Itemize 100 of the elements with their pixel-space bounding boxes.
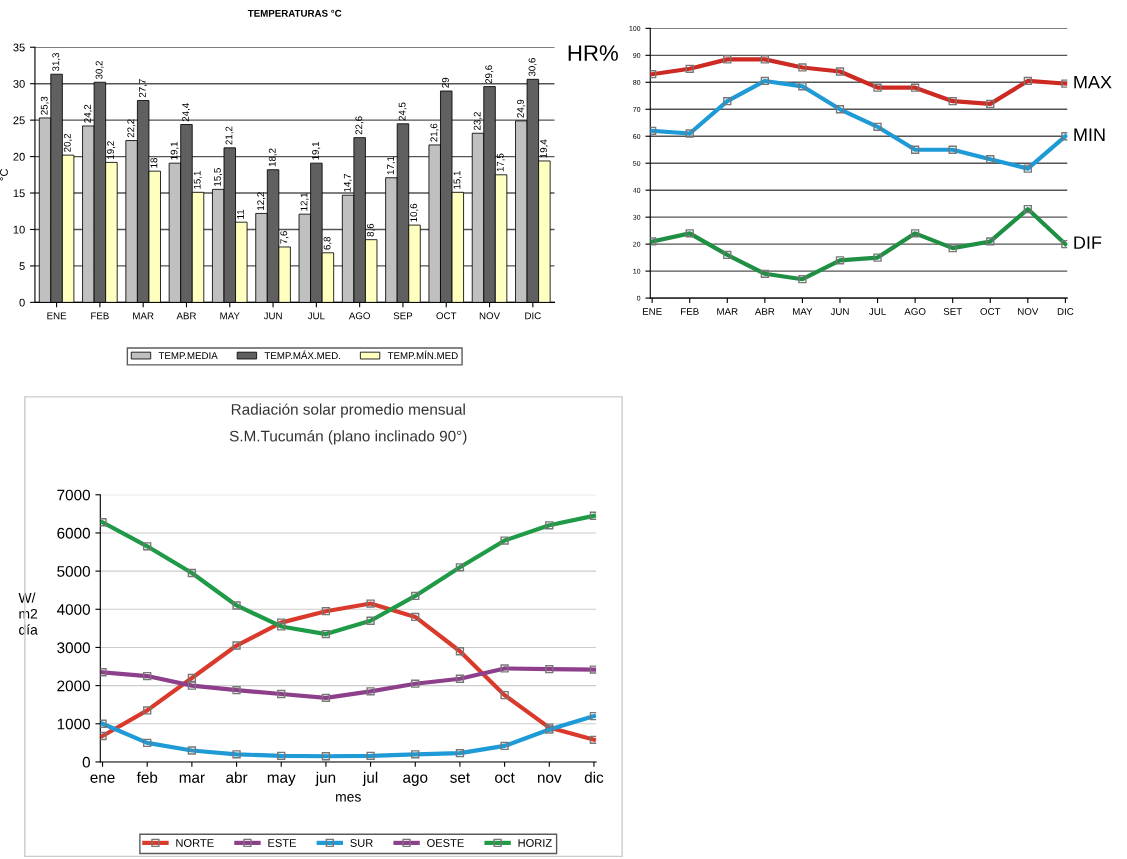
legend-label: OESTE bbox=[427, 839, 464, 847]
chart-title: Radiación solar promedio mensual bbox=[231, 403, 465, 418]
data-label: 15,5 bbox=[214, 168, 222, 186]
data-label: 29 bbox=[441, 77, 449, 88]
y-tick-label: 25 bbox=[13, 116, 25, 125]
data-label: 24,5 bbox=[398, 102, 407, 121]
x-tick-label: jul bbox=[362, 771, 378, 786]
y-tick-label: 15 bbox=[13, 189, 25, 198]
chart-title: TEMPERATURAS °C bbox=[247, 9, 342, 17]
x-tick-label: nov bbox=[537, 774, 562, 783]
x-tick-label: feb bbox=[136, 771, 158, 783]
y-tick-label: 5000 bbox=[57, 565, 90, 577]
x-tick-label: SEP bbox=[393, 312, 413, 320]
data-label: 22,2 bbox=[127, 119, 136, 138]
chart-subtitle: S.M.Tucumán (plano inclinado 90°) bbox=[229, 430, 467, 445]
data-label: 15,1 bbox=[193, 171, 202, 189]
series-label: MAX bbox=[1074, 75, 1112, 89]
legend-label: TEMP.MEDIA bbox=[158, 352, 218, 359]
x-tick-label: NOV bbox=[1018, 308, 1039, 315]
x-tick-label: NOV bbox=[479, 312, 501, 320]
x-tick-label: JUN bbox=[830, 308, 849, 315]
x-tick-label: AGO bbox=[904, 308, 926, 315]
y-axis-title: °C bbox=[0, 169, 8, 181]
x-tick-label: ABR bbox=[754, 308, 775, 315]
y-tick-label: 2000 bbox=[57, 680, 90, 692]
data-label: 18 bbox=[150, 157, 158, 168]
data-label: 10,6 bbox=[410, 203, 419, 222]
data-label: 24,2 bbox=[84, 104, 93, 123]
x-tick-label: ago bbox=[403, 774, 428, 786]
data-label: 22,6 bbox=[355, 116, 364, 135]
x-tick-label: MAY bbox=[220, 312, 240, 320]
series-label: MIN bbox=[1074, 128, 1105, 141]
x-tick-label: ene bbox=[90, 774, 115, 783]
x-tick-label: ABR bbox=[176, 312, 197, 320]
y-tick-label: 20 bbox=[13, 152, 25, 161]
data-label: 19,4 bbox=[540, 139, 549, 158]
data-label: 21,6 bbox=[430, 123, 439, 142]
data-label: 15,1 bbox=[453, 171, 462, 189]
y-tick-label: 1000 bbox=[57, 718, 90, 730]
data-label: 24,4 bbox=[182, 103, 191, 122]
legend-label: TEMP.MÁX.MED. bbox=[264, 350, 341, 359]
data-label: 30,6 bbox=[528, 58, 537, 77]
x-tick-label: dic bbox=[584, 771, 604, 783]
x-tick-label: JUN bbox=[263, 312, 282, 320]
data-label: 17,5 bbox=[496, 153, 505, 172]
x-tick-label: OCT bbox=[436, 312, 457, 320]
data-label: 18,2 bbox=[268, 148, 277, 167]
data-label: 19,1 bbox=[170, 141, 179, 160]
legend-label: NORTE bbox=[176, 839, 214, 847]
x-tick-label: jun bbox=[315, 771, 336, 786]
y-axis-title: HR% bbox=[568, 45, 618, 61]
data-label: 12,1 bbox=[300, 192, 309, 211]
data-label: 14,7 bbox=[343, 174, 352, 192]
x-tick-label: SET bbox=[943, 308, 962, 315]
y-tick-label: 35 bbox=[13, 43, 25, 52]
x-tick-label: MAY bbox=[793, 308, 813, 315]
data-label: 8,6 bbox=[366, 223, 375, 237]
y-tick-label: 0 bbox=[19, 298, 25, 307]
x-tick-label: OCT bbox=[980, 308, 1001, 315]
x-tick-label: DIC bbox=[525, 312, 541, 320]
data-label: 17,1 bbox=[387, 156, 396, 175]
x-tick-label: oct bbox=[495, 772, 515, 783]
x-axis-title: mes bbox=[336, 794, 361, 802]
data-label: 30,2 bbox=[95, 61, 104, 80]
data-label: 11 bbox=[237, 209, 244, 219]
x-tick-label: MAR bbox=[717, 308, 738, 315]
x-tick-label: set bbox=[450, 772, 471, 783]
x-tick-label: mar bbox=[179, 774, 205, 783]
data-label: 21,2 bbox=[225, 126, 234, 145]
y-axis-title: W/ m2 día bbox=[18, 592, 38, 635]
data-label: 19,2 bbox=[107, 141, 116, 159]
x-tick-label: JUL bbox=[869, 308, 886, 315]
x-tick-label: FEB bbox=[91, 312, 109, 320]
y-tick-label: 7000 bbox=[57, 489, 90, 501]
x-tick-label: may bbox=[267, 774, 296, 786]
x-tick-label: abr bbox=[226, 771, 248, 783]
data-label: 23,2 bbox=[473, 112, 482, 130]
data-label: 27,7 bbox=[138, 79, 147, 98]
y-tick-label: 6000 bbox=[57, 527, 90, 539]
legend-label: HORIZ bbox=[518, 839, 552, 847]
x-tick-label: ENE bbox=[47, 312, 67, 320]
data-label: 19,1 bbox=[312, 141, 321, 160]
legend-label: TEMP.MÍN.MED bbox=[387, 350, 458, 359]
data-label: 6,8 bbox=[323, 236, 332, 250]
y-tick-label: 3000 bbox=[57, 642, 90, 654]
x-tick-label: DIC bbox=[1057, 308, 1074, 315]
y-tick-label: 0 bbox=[82, 756, 90, 768]
legend-label: SUR bbox=[350, 839, 373, 847]
y-tick-label: 4000 bbox=[56, 604, 90, 615]
data-label: 29,6 bbox=[485, 65, 494, 84]
data-label: 25,3 bbox=[40, 96, 49, 115]
data-label: 12,2 bbox=[257, 192, 266, 210]
x-tick-label: JUL bbox=[307, 312, 325, 320]
x-tick-label: AGO bbox=[348, 312, 370, 320]
data-label: 24,9 bbox=[517, 99, 526, 118]
y-tick-label: 10 bbox=[13, 225, 25, 234]
y-tick-label: 5 bbox=[19, 262, 25, 271]
data-label: 7,6 bbox=[280, 231, 289, 244]
x-tick-label: FEB bbox=[681, 308, 699, 315]
x-tick-label: MAR bbox=[133, 312, 154, 320]
